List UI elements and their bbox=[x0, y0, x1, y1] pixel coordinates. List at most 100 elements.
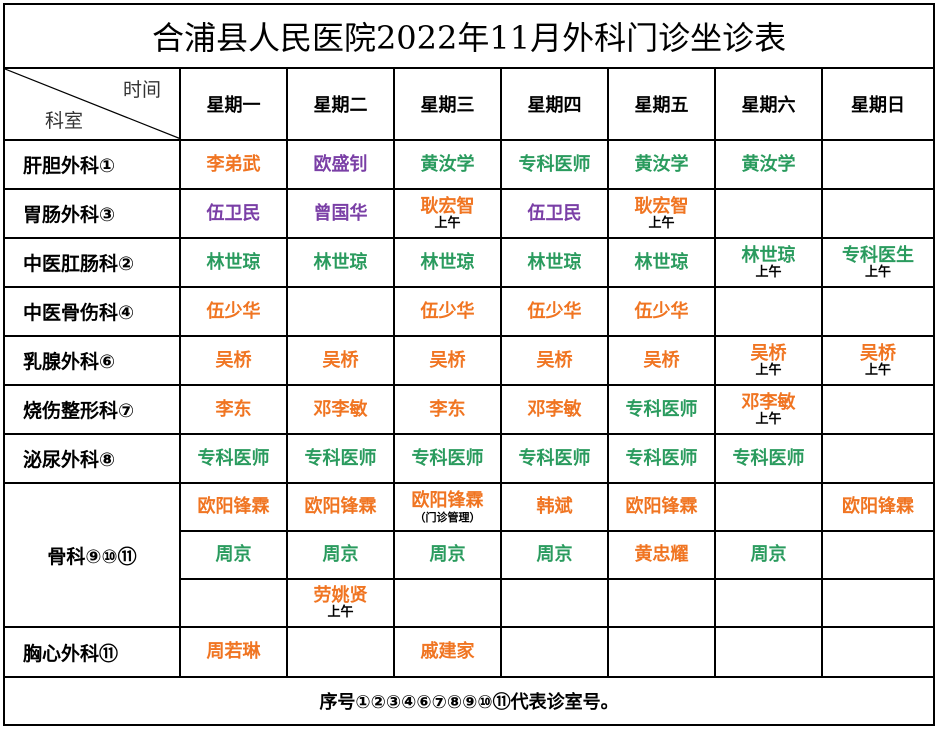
doctor-name: 李弟武 bbox=[206, 153, 261, 175]
schedule-cell: 黄汝学 bbox=[607, 139, 716, 190]
doctor-name: 周京 bbox=[322, 544, 359, 565]
schedule-cell: 吴桥 bbox=[179, 335, 288, 386]
day-header: 星期三 bbox=[393, 67, 502, 141]
schedule-cell: 邓李敏 bbox=[286, 384, 395, 435]
department-row: 骨科⑨⑩⑪ 欧阳锋霖 欧阳锋霖 欧阳锋霖 （门诊管理） 韩斌 欧阳锋霖 欧阳锋霖 bbox=[3, 482, 936, 628]
schedule-cell: 林世琼 bbox=[393, 237, 502, 288]
session-note: 上午 bbox=[648, 215, 675, 231]
schedule-cell bbox=[820, 626, 936, 678]
schedule-cell: 欧阳锋霖 bbox=[179, 482, 288, 532]
schedule-cell: 伍少华 bbox=[393, 286, 502, 337]
doctor-name: 林世琼 bbox=[527, 251, 582, 273]
department-row: 烧伤整形科⑦ 李东 邓李敏 李东 邓李敏 专科医师 邓李敏 上午 bbox=[3, 384, 936, 435]
doctor-name: 伍卫民 bbox=[527, 202, 582, 224]
department-name: 骨科⑨⑩⑪ bbox=[3, 482, 181, 628]
corner-diagonal bbox=[6, 70, 178, 138]
session-note: 上午 bbox=[865, 264, 892, 280]
doctor-name: 专科医师 bbox=[732, 447, 805, 469]
schedule-cell bbox=[714, 286, 823, 337]
corner-header: 时间 科室 bbox=[3, 67, 181, 141]
schedule-cell: 伍少华 bbox=[500, 286, 609, 337]
doctor-name: 欧阳锋霖 bbox=[625, 496, 698, 517]
department-name: 烧伤整形科⑦ bbox=[3, 384, 181, 435]
doctor-name: 林世琼 bbox=[206, 251, 261, 273]
day-header: 星期一 bbox=[179, 67, 288, 141]
doctor-name: 伍少华 bbox=[420, 300, 475, 322]
doctor-name: 耿宏智 bbox=[634, 195, 689, 217]
department-row: 中医骨伤科④ 伍少华 伍少华 伍少华 伍少华 bbox=[3, 286, 936, 337]
doctor-name: 邓李敏 bbox=[313, 398, 368, 420]
doctor-name: 黄忠耀 bbox=[634, 544, 689, 565]
schedule-cell: 黄汝学 bbox=[714, 139, 823, 190]
schedule-cell: 伍卫民 bbox=[500, 188, 609, 239]
department-name: 胸心外科⑪ bbox=[3, 626, 181, 678]
doctor-name: 黄汝学 bbox=[634, 153, 689, 175]
schedule-cell bbox=[286, 286, 395, 337]
schedule-cell: 李东 bbox=[179, 384, 288, 435]
doctor-name: 专科医生 bbox=[842, 244, 915, 266]
department-row: 胸心外科⑪ 周若琳 戚建家 bbox=[3, 626, 936, 678]
schedule-cell bbox=[500, 578, 609, 628]
schedule-cell: 专科医师 bbox=[393, 433, 502, 484]
doctor-name: 周若琳 bbox=[206, 641, 261, 662]
doctor-name: 林世琼 bbox=[634, 251, 689, 273]
schedule-cell: 周若琳 bbox=[179, 626, 288, 678]
schedule-cell bbox=[179, 578, 288, 628]
doctor-name: 周京 bbox=[536, 544, 573, 565]
schedule-cell bbox=[820, 384, 936, 435]
doctor-name: 专科医师 bbox=[625, 398, 698, 420]
schedule-cell bbox=[607, 578, 716, 628]
schedule-cell: 戚建家 bbox=[393, 626, 502, 678]
schedule-cell: 欧阳锋霖 （门诊管理） bbox=[393, 482, 502, 532]
doctor-name: 欧阳锋霖 bbox=[197, 496, 270, 517]
doctor-name: 专科医师 bbox=[625, 447, 698, 469]
role-note: （门诊管理） bbox=[414, 510, 481, 524]
schedule-cell: 李东 bbox=[393, 384, 502, 435]
footer-note: 序号①②③④⑥⑦⑧⑨⑩⑪代表诊室号。 bbox=[2, 676, 936, 726]
session-note: 上午 bbox=[755, 362, 782, 378]
schedule-cell: 吴桥 bbox=[393, 335, 502, 386]
session-note: 上午 bbox=[434, 215, 461, 231]
doctor-name: 耿宏智 bbox=[420, 195, 475, 217]
schedule-cell bbox=[820, 188, 936, 239]
doctor-name: 劳姚贤 bbox=[313, 585, 368, 606]
schedule-cell: 曾国华 bbox=[286, 188, 395, 239]
schedule-cell bbox=[607, 626, 716, 678]
schedule-cell: 邓李敏 bbox=[500, 384, 609, 435]
schedule-cell bbox=[714, 482, 823, 532]
schedule-cell bbox=[820, 530, 936, 580]
schedule-cell bbox=[714, 188, 823, 239]
schedule-cell: 吴桥 bbox=[286, 335, 395, 386]
doctor-name: 专科医师 bbox=[518, 447, 591, 469]
department-name: 中医肛肠科② bbox=[3, 237, 181, 288]
page-title: 合浦县人民医院2022年11月外科门诊坐诊表 bbox=[2, 3, 936, 69]
department-name: 中医骨伤科④ bbox=[3, 286, 181, 337]
doctor-name: 林世琼 bbox=[741, 244, 796, 266]
doctor-name: 专科医师 bbox=[197, 447, 270, 469]
doctor-name: 专科医师 bbox=[304, 447, 377, 469]
schedule-cell: 吴桥 bbox=[607, 335, 716, 386]
schedule-cell: 黄忠耀 bbox=[607, 530, 716, 580]
schedule-cell: 李弟武 bbox=[179, 139, 288, 190]
schedule-cell: 林世琼 上午 bbox=[714, 237, 823, 288]
schedule-cell: 林世琼 bbox=[500, 237, 609, 288]
schedule-cell: 伍少华 bbox=[179, 286, 288, 337]
doctor-name: 欧阳锋霖 bbox=[842, 496, 915, 517]
department-row: 胃肠外科③ 伍卫民 曾国华 耿宏智 上午 伍卫民 耿宏智 上午 bbox=[3, 188, 936, 239]
schedule-cell bbox=[820, 433, 936, 484]
department-name: 泌尿外科⑧ bbox=[3, 433, 181, 484]
department-name: 肝胆外科① bbox=[3, 139, 181, 190]
schedule-cell: 欧盛钊 bbox=[286, 139, 395, 190]
schedule-cell: 耿宏智 上午 bbox=[607, 188, 716, 239]
doctor-name: 周京 bbox=[215, 544, 252, 565]
doctor-name: 伍少华 bbox=[206, 300, 261, 322]
schedule-cell bbox=[286, 626, 395, 678]
department-row: 劳姚贤 上午 bbox=[4, 578, 936, 628]
doctor-name: 欧阳锋霖 bbox=[411, 489, 484, 511]
doctor-name: 伍少华 bbox=[634, 300, 689, 322]
doctor-name: 吴桥 bbox=[750, 342, 787, 364]
schedule-cell: 吴桥 上午 bbox=[714, 335, 823, 386]
schedule-cell: 专科医师 bbox=[179, 433, 288, 484]
department-name: 胃肠外科③ bbox=[3, 188, 181, 239]
